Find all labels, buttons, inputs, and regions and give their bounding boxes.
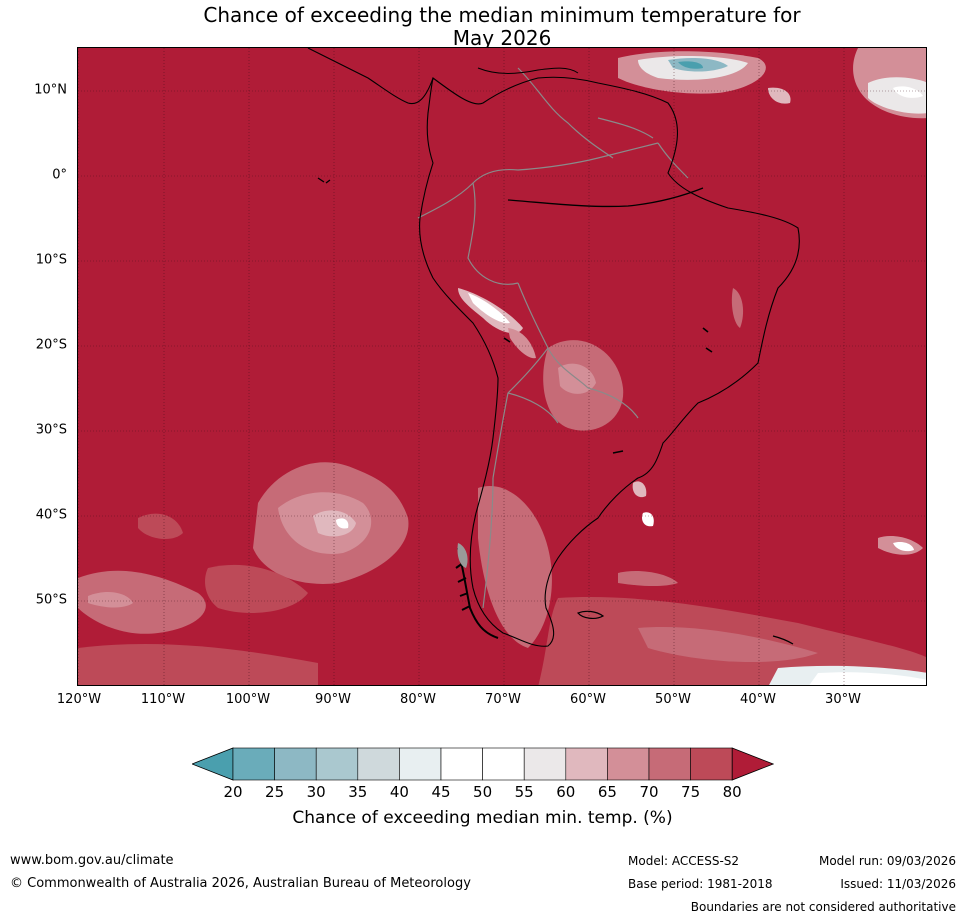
footer-model: Model: ACCESS-S2	[628, 854, 740, 868]
colorbar-segment-45-50	[440, 747, 483, 781]
colorbar-segment-30-35	[315, 747, 359, 781]
colorbar-tick-60: 60	[556, 783, 576, 801]
colorbar-segment-25-30	[274, 747, 317, 781]
colorbar-tick-40: 40	[389, 783, 409, 801]
colorbar-arrow-high	[731, 747, 774, 781]
colorbar-segment-50-55	[482, 747, 525, 781]
caribbean-coastline	[477, 67, 579, 74]
footer-model-run: Model run: 09/03/2026	[818, 854, 956, 868]
footer-disclaimer: Boundaries are not considered authoritat…	[690, 900, 956, 914]
colorbar-segment-75-80	[690, 747, 733, 781]
lon-label-40w: 40°W	[740, 692, 776, 707]
lon-label-80w: 80°W	[400, 692, 436, 707]
map-title: Chance of exceeding the median minimum t…	[77, 4, 927, 50]
colorbar-tick-75: 75	[681, 783, 701, 801]
forecast-map	[77, 47, 927, 686]
colorbar-tick-20: 20	[223, 783, 243, 801]
south-georgia	[772, 635, 794, 645]
colorbar-tick-55: 55	[514, 783, 534, 801]
colorbar-arrow-low	[192, 747, 234, 781]
map-canvas	[78, 48, 926, 685]
lat-label-20s: 20°S	[35, 337, 67, 353]
lon-label-60w: 60°W	[570, 692, 606, 707]
lon-label-50w: 50°W	[655, 692, 691, 707]
title-line-1: Chance of exceeding the median minimum t…	[203, 3, 801, 27]
lon-label-120w: 120°W	[56, 692, 102, 707]
falkland-islands	[576, 610, 605, 619]
probability-shading	[78, 48, 926, 685]
lat-label-30s: 30°S	[35, 422, 67, 438]
footer-base-period: Base period: 1981-2018	[628, 877, 773, 891]
colorbar-label: Chance of exceeding median min. temp. (%…	[292, 808, 673, 828]
colorbar-tick-45: 45	[431, 783, 451, 801]
footer-issued: Issued: 11/03/2026	[840, 877, 956, 891]
colorbar	[192, 747, 774, 781]
lat-label-10s: 10°S	[35, 252, 67, 268]
colorbar-tick-65: 65	[597, 783, 617, 801]
colorbar-tick-30: 30	[306, 783, 326, 801]
title-line-2: May 2026	[452, 26, 552, 50]
colorbar-segments	[192, 747, 774, 781]
footer-url[interactable]: www.bom.gov.au/climate	[10, 853, 174, 868]
lon-label-110w: 110°W	[140, 692, 186, 707]
colorbar-tick-70: 70	[639, 783, 659, 801]
colorbar-segment-65-70	[607, 747, 650, 781]
colorbar-tick-25: 25	[265, 783, 285, 801]
colorbar-segment-70-75	[648, 747, 691, 781]
lat-label-0: 0°	[52, 167, 67, 183]
colorbar-segment-55-60	[523, 747, 567, 781]
south-america-coastline	[419, 76, 800, 647]
colorbar-segment-35-40	[357, 747, 400, 781]
graticule	[78, 48, 926, 685]
lon-label-100w: 100°W	[225, 692, 271, 707]
patagonia-fjords	[455, 547, 499, 639]
lon-label-90w: 90°W	[315, 692, 351, 707]
country-boundaries	[417, 67, 689, 609]
colorbar-tick-80: 80	[722, 783, 742, 801]
colorbar-tick-35: 35	[348, 783, 368, 801]
galapagos-islands	[317, 177, 331, 184]
amazon-river	[507, 187, 704, 208]
lon-label-30w: 30°W	[825, 692, 861, 707]
colorbar-segment-40-45	[399, 747, 442, 781]
lat-label-10n: 10°N	[34, 82, 67, 98]
andes-dry-patch	[457, 543, 468, 568]
lat-label-40s: 40°S	[35, 507, 67, 523]
colorbar-tick-50: 50	[473, 783, 493, 801]
colorbar-segment-60-65	[565, 747, 608, 781]
colorbar-segment-20-25	[232, 747, 275, 781]
lat-label-50s: 50°S	[35, 592, 67, 608]
lakes	[503, 327, 713, 454]
central-america-coastline	[307, 48, 434, 105]
lon-label-70w: 70°W	[485, 692, 521, 707]
footer-copyright: © Commonwealth of Australia 2026, Austra…	[10, 876, 471, 891]
